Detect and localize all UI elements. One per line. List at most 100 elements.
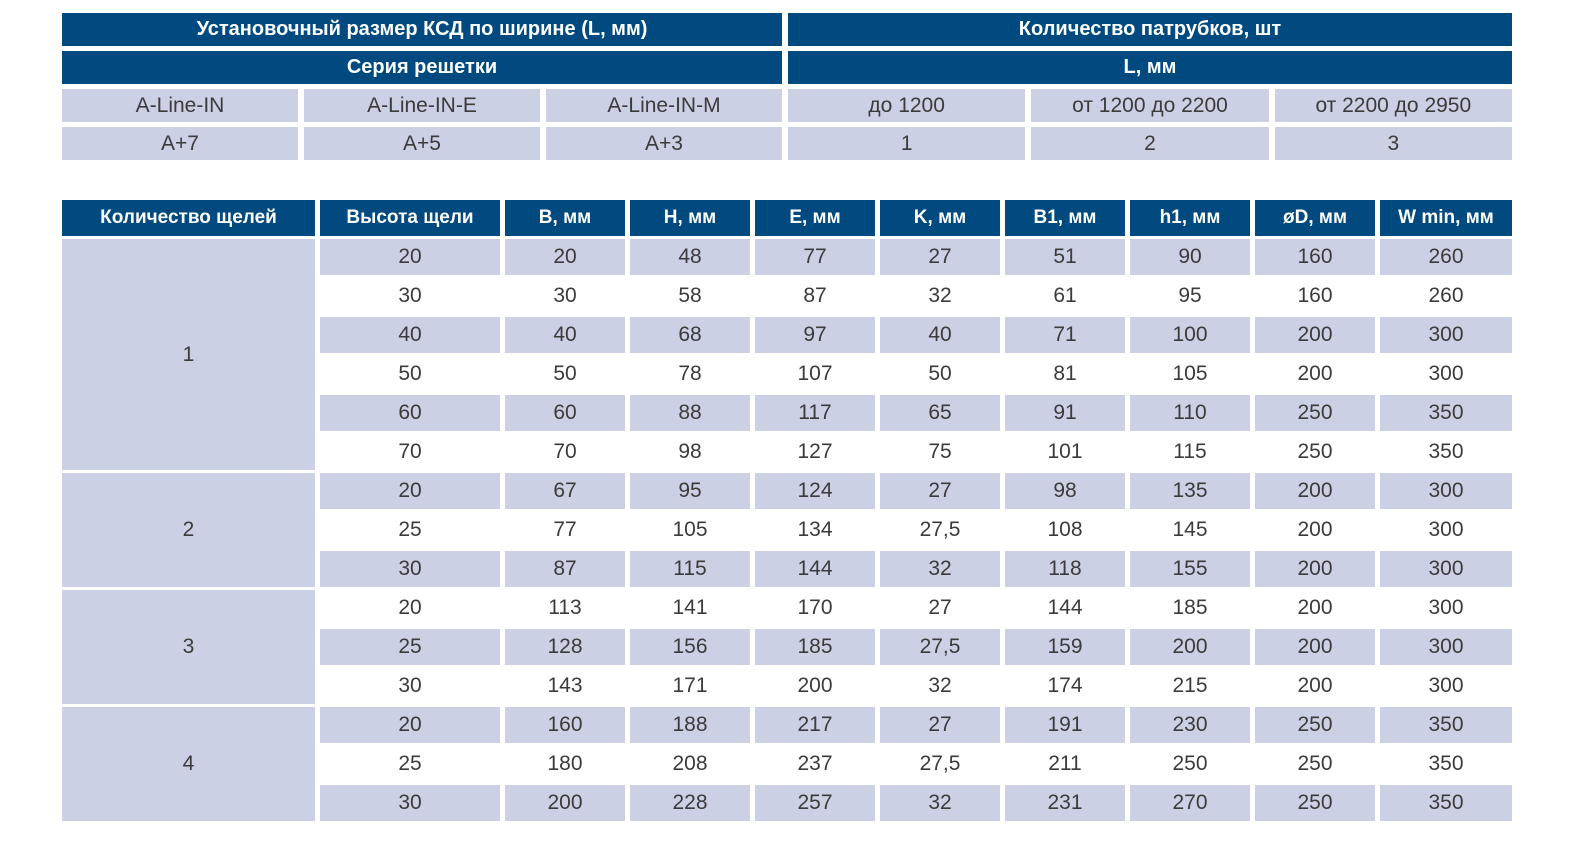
table-cell: 174 xyxy=(1047,674,1083,697)
table-cell: 68 xyxy=(630,317,750,353)
table-cell: 260 xyxy=(1428,284,1464,307)
table-cell: 155 xyxy=(1130,551,1250,587)
column-header: H, мм xyxy=(630,200,750,236)
table-cell: 208 xyxy=(672,752,708,775)
table-cell: 87 xyxy=(505,551,625,587)
table-cell: 75 xyxy=(928,440,952,463)
table-cell: 105 xyxy=(1172,362,1208,385)
table-cell: 20 xyxy=(505,239,625,275)
slot-count-cell: 4 xyxy=(62,707,315,821)
table-cell: 61 xyxy=(1053,284,1077,307)
column-header: Количество щелей xyxy=(62,200,315,236)
table-cell: 200 xyxy=(505,785,625,821)
table-cell: 228 xyxy=(630,785,750,821)
table-cell: 200 xyxy=(1255,317,1375,353)
table-cell: 95 xyxy=(1178,284,1202,307)
table-cell: 27 xyxy=(928,596,952,619)
table-cell: 200 xyxy=(797,674,833,697)
table-cell: 128 xyxy=(505,629,625,665)
table-cell: 159 xyxy=(1005,629,1125,665)
series-name-cell: A-Line-IN xyxy=(62,89,298,122)
column-header: E, мм xyxy=(755,200,875,236)
table-cell: 98 xyxy=(1005,473,1125,509)
table-cell: 250 xyxy=(1255,707,1375,743)
table-cell: 50 xyxy=(928,362,952,385)
table-cell: 145 xyxy=(1172,518,1208,541)
table-cell: 260 xyxy=(1380,239,1512,275)
table-cell: 141 xyxy=(672,596,708,619)
table-cell: 180 xyxy=(547,752,583,775)
column-header: B1, мм xyxy=(1005,200,1125,236)
table-cell: 81 xyxy=(1053,362,1077,385)
length-range-cell: от 1200 до 2200 xyxy=(1031,89,1269,122)
series-size-cell: A+7 xyxy=(62,127,298,160)
table-cell: 32 xyxy=(928,284,952,307)
table-cell: 188 xyxy=(630,707,750,743)
length-range-cell: до 1200 xyxy=(788,89,1026,122)
table-cell: 237 xyxy=(797,752,833,775)
table-cell: 30 xyxy=(398,674,422,697)
table-cell: 101 xyxy=(1047,440,1083,463)
table-cell: 32 xyxy=(928,674,952,697)
nozzle-count-cell: 1 xyxy=(788,127,1026,160)
table-cell: 250 xyxy=(1172,752,1208,775)
table-cell: 30 xyxy=(320,785,500,821)
table-cell: 98 xyxy=(678,440,702,463)
table-cell: 27,5 xyxy=(919,752,961,775)
table-cell: 134 xyxy=(797,518,833,541)
table-cell: 97 xyxy=(755,317,875,353)
table-cell: 250 xyxy=(1255,785,1375,821)
table-cell: 270 xyxy=(1130,785,1250,821)
table-cell: 300 xyxy=(1428,596,1464,619)
dimensions-table: Количество щелей Высота щели B, мм H, мм… xyxy=(62,200,1512,821)
table-cell: 144 xyxy=(755,551,875,587)
table-cell: 51 xyxy=(1005,239,1125,275)
table-cell: 113 xyxy=(548,596,582,619)
column-header: W min, мм xyxy=(1380,200,1512,236)
table-cell: 25 xyxy=(398,518,422,541)
table-cell: 20 xyxy=(320,707,500,743)
slot-count-cell: 1 xyxy=(62,239,315,470)
table-cell: 105 xyxy=(672,518,708,541)
table-cell: 185 xyxy=(755,629,875,665)
table-cell: 20 xyxy=(320,473,500,509)
top-right-table-subheader: L, мм xyxy=(788,51,1512,84)
table-cell: 20 xyxy=(320,239,500,275)
table-cell: 77 xyxy=(755,239,875,275)
table-cell: 91 xyxy=(1005,395,1125,431)
table-cell: 350 xyxy=(1380,785,1512,821)
table-cell: 60 xyxy=(320,395,500,431)
table-cell: 160 xyxy=(1255,239,1375,275)
table-cell: 58 xyxy=(678,284,702,307)
table-cell: 30 xyxy=(553,284,577,307)
table-cell: 108 xyxy=(1047,518,1083,541)
table-cell: 185 xyxy=(1172,596,1208,619)
table-cell: 250 xyxy=(1297,752,1333,775)
table-cell: 215 xyxy=(1172,674,1208,697)
table-cell: 200 xyxy=(1297,596,1333,619)
table-cell: 231 xyxy=(1005,785,1125,821)
top-right-table-header: Количество патрубков, шт xyxy=(788,13,1512,46)
table-cell: 71 xyxy=(1005,317,1125,353)
table-cell: 77 xyxy=(553,518,577,541)
nozzle-count-cell: 3 xyxy=(1274,127,1512,160)
table-cell: 350 xyxy=(1428,440,1464,463)
table-cell: 160 xyxy=(505,707,625,743)
table-cell: 25 xyxy=(398,752,422,775)
table-cell: 350 xyxy=(1428,752,1464,775)
table-cell: 27 xyxy=(880,473,1000,509)
table-cell: 257 xyxy=(755,785,875,821)
table-cell: 118 xyxy=(1005,551,1125,587)
column-header: K, мм xyxy=(880,200,1000,236)
table-cell: 230 xyxy=(1130,707,1250,743)
table-cell: 171 xyxy=(672,674,708,697)
table-cell: 50 xyxy=(398,362,422,385)
top-right-table: Количество патрубков, шт L, мм до 1200 о… xyxy=(788,13,1512,160)
series-size-cell: A+5 xyxy=(304,127,540,160)
table-cell: 40 xyxy=(880,317,1000,353)
table-cell: 67 xyxy=(505,473,625,509)
table-cell: 27 xyxy=(880,239,1000,275)
table-cell: 211 xyxy=(1048,752,1082,775)
table-cell: 117 xyxy=(755,395,875,431)
table-cell: 156 xyxy=(630,629,750,665)
